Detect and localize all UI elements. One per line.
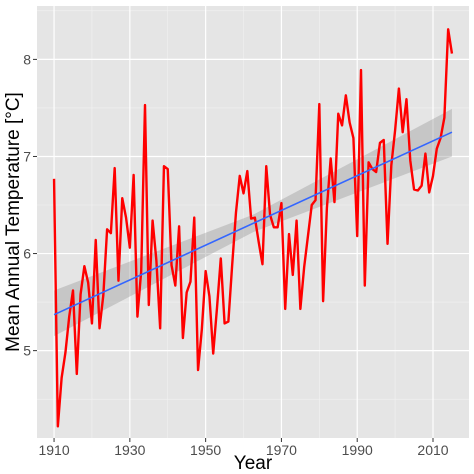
y-tick-label: 6: [23, 246, 31, 262]
x-tick-marks: [53, 438, 434, 442]
x-tick-label: 1930: [114, 442, 145, 458]
temperature-line: [52, 28, 454, 428]
minor-gridlines: [37, 6, 469, 438]
confidence-band-layer: [54, 108, 452, 337]
x-tick-label: 2010: [417, 442, 448, 458]
y-tick-labels: 5 6 7 8: [23, 51, 31, 358]
y-tick-label: 5: [23, 343, 31, 359]
x-axis-title: Year: [234, 453, 273, 474]
trend-line: [53, 131, 453, 316]
x-tick-label: 1990: [342, 442, 373, 458]
x-tick-labels: 1910 1930 1950 1970 1990 2010: [38, 442, 448, 458]
plot-panel: [37, 6, 469, 438]
x-tick-label: 1910: [38, 442, 69, 458]
y-tick-label: 8: [23, 51, 31, 67]
x-tick-label: 1970: [266, 442, 297, 458]
confidence-band: [54, 108, 452, 337]
x-tick-label: 1950: [190, 442, 221, 458]
y-tick-label: 7: [23, 148, 31, 164]
series-layer: [52, 28, 454, 428]
y-tick-marks: [33, 58, 37, 352]
y-axis-title: Mean Annual Temperature [°C]: [3, 92, 24, 352]
